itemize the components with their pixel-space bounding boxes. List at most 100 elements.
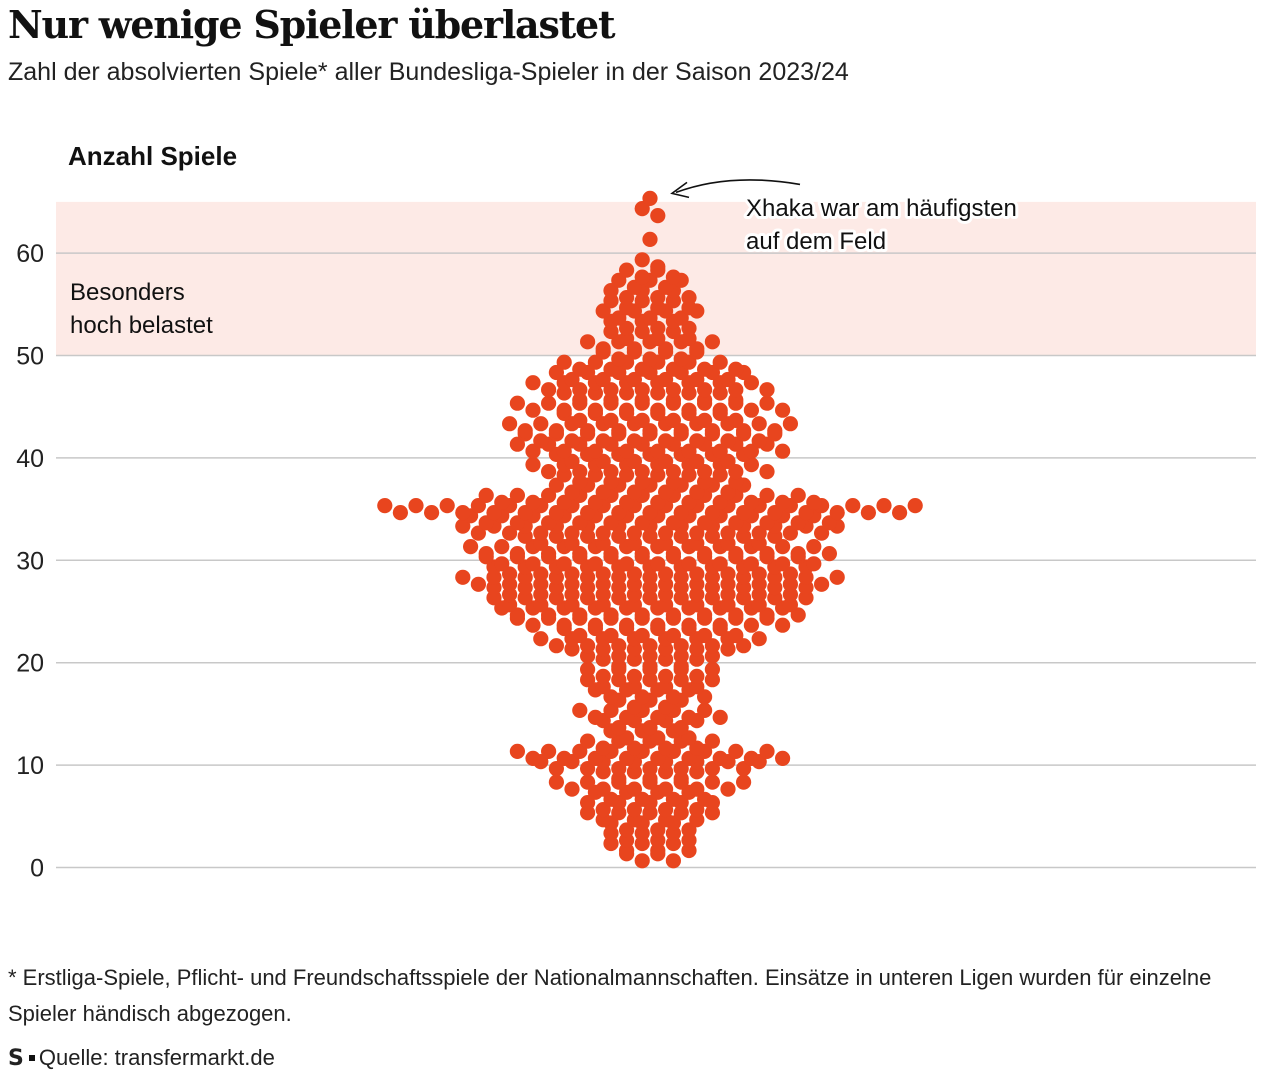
player-dot <box>603 412 619 428</box>
player-dot <box>619 730 635 746</box>
player-dot <box>650 617 666 633</box>
player-dot <box>595 525 611 541</box>
player-dot <box>595 781 611 797</box>
player-dot <box>595 668 611 685</box>
player-dot <box>658 525 674 541</box>
player-dot <box>736 423 752 439</box>
player-dot <box>478 546 494 562</box>
player-dot <box>720 781 736 797</box>
y-axis-title: Anzahl Spiele <box>68 141 237 171</box>
player-dot <box>814 525 830 541</box>
player-dot <box>806 539 822 555</box>
player-dot <box>580 423 596 439</box>
player-dot <box>681 494 697 510</box>
player-dot <box>650 443 666 459</box>
player-dot <box>642 351 658 367</box>
player-dot <box>743 556 760 572</box>
player-dot <box>743 443 760 459</box>
player-dot <box>704 661 721 678</box>
player-dot <box>704 733 721 749</box>
player-dot <box>424 505 440 521</box>
player-dot <box>564 371 580 388</box>
player-dot <box>619 750 635 767</box>
annotation-halo: Xhaka war am häufigsten <box>746 195 1017 222</box>
player-dot <box>665 269 682 285</box>
player-dot <box>712 617 728 633</box>
dots-layer <box>377 190 923 869</box>
player-dot <box>564 781 580 797</box>
player-dot <box>775 539 791 555</box>
player-dot <box>658 433 674 449</box>
player-dot <box>626 371 643 388</box>
player-dot <box>759 546 775 562</box>
player-dot <box>689 371 705 388</box>
player-dot <box>650 556 666 572</box>
source-text: Quelle: transfermarkt.de <box>38 1045 275 1070</box>
player-dot <box>751 525 767 541</box>
player-dot <box>580 334 596 350</box>
player-dot <box>665 627 682 644</box>
player-dot <box>564 433 580 449</box>
player-dot <box>634 853 650 869</box>
player-dot <box>572 412 588 428</box>
player-dot <box>767 423 783 439</box>
player-dot <box>392 505 408 521</box>
y-tick-label: 10 <box>16 752 44 780</box>
player-dot <box>455 505 471 521</box>
player-dot <box>658 341 674 357</box>
player-dot <box>689 668 705 685</box>
player-dot <box>907 498 923 514</box>
player-dot <box>509 487 525 503</box>
player-dot <box>525 494 541 510</box>
y-tick-label: 40 <box>16 445 44 473</box>
player-dot <box>634 627 650 644</box>
player-dot <box>743 750 760 767</box>
player-dot <box>494 539 510 555</box>
player-dot <box>790 487 806 503</box>
player-dot <box>775 443 791 459</box>
player-dot <box>743 617 760 633</box>
player-dot <box>775 617 791 633</box>
player-dot <box>603 546 619 562</box>
player-dot <box>572 702 588 719</box>
player-dot <box>736 774 752 790</box>
player-dot <box>665 412 682 428</box>
annotation-text-line: auf dem Feld <box>746 228 886 255</box>
player-dot <box>743 402 760 418</box>
player-dot <box>712 750 728 767</box>
player-dot <box>439 498 455 514</box>
player-dot <box>728 412 744 428</box>
player-dot <box>681 402 697 418</box>
player-dot <box>860 505 877 521</box>
chart-title: Nur wenige Spieler überlastet <box>8 2 616 47</box>
player-dot <box>806 494 822 510</box>
player-dot <box>626 781 643 797</box>
player-dot <box>595 371 611 388</box>
player-dot <box>642 231 658 247</box>
player-dot <box>556 556 572 572</box>
player-dot <box>634 546 650 562</box>
player-dot <box>775 556 791 572</box>
annotation-arrowhead <box>670 181 690 199</box>
player-dot <box>876 498 892 514</box>
player-dot <box>603 627 619 644</box>
player-dot <box>587 494 604 510</box>
player-dot <box>759 743 775 760</box>
player-dot <box>845 498 861 514</box>
player-dot <box>541 382 557 398</box>
publisher-logo: S <box>8 1045 24 1071</box>
annotation-arrow <box>675 179 801 194</box>
player-dot <box>541 395 557 411</box>
player-dot <box>470 525 486 541</box>
player-dot <box>775 402 791 418</box>
player-dot <box>650 290 666 306</box>
player-dot <box>603 283 619 299</box>
player-dot <box>814 576 830 592</box>
player-dot <box>728 627 744 644</box>
player-dot <box>626 525 643 541</box>
player-dot <box>681 709 697 726</box>
player-dot <box>509 546 525 562</box>
player-dot <box>720 371 736 388</box>
player-dot <box>525 617 541 633</box>
player-dot <box>556 494 572 510</box>
